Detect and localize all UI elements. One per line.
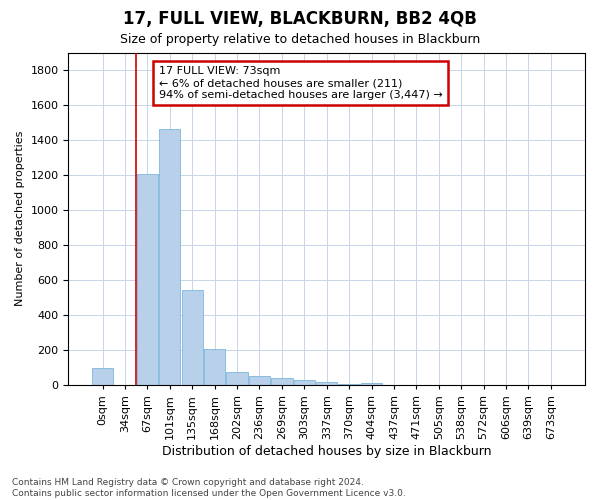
Bar [293, 380, 315, 385]
Bar [137, 174, 158, 385]
Bar [271, 378, 293, 385]
Text: Size of property relative to detached houses in Blackburn: Size of property relative to detached ho… [120, 32, 480, 46]
Bar [249, 376, 270, 385]
Bar [92, 368, 113, 385]
Bar [338, 384, 360, 385]
Bar [159, 130, 181, 385]
Bar [204, 349, 225, 385]
Bar [316, 382, 337, 385]
Text: 17 FULL VIEW: 73sqm
← 6% of detached houses are smaller (211)
94% of semi-detach: 17 FULL VIEW: 73sqm ← 6% of detached hou… [158, 66, 442, 100]
X-axis label: Distribution of detached houses by size in Blackburn: Distribution of detached houses by size … [162, 444, 491, 458]
Bar [361, 383, 382, 385]
Y-axis label: Number of detached properties: Number of detached properties [15, 131, 25, 306]
Text: 17, FULL VIEW, BLACKBURN, BB2 4QB: 17, FULL VIEW, BLACKBURN, BB2 4QB [123, 10, 477, 28]
Bar [182, 290, 203, 385]
Text: Contains HM Land Registry data © Crown copyright and database right 2024.
Contai: Contains HM Land Registry data © Crown c… [12, 478, 406, 498]
Bar [226, 372, 248, 385]
